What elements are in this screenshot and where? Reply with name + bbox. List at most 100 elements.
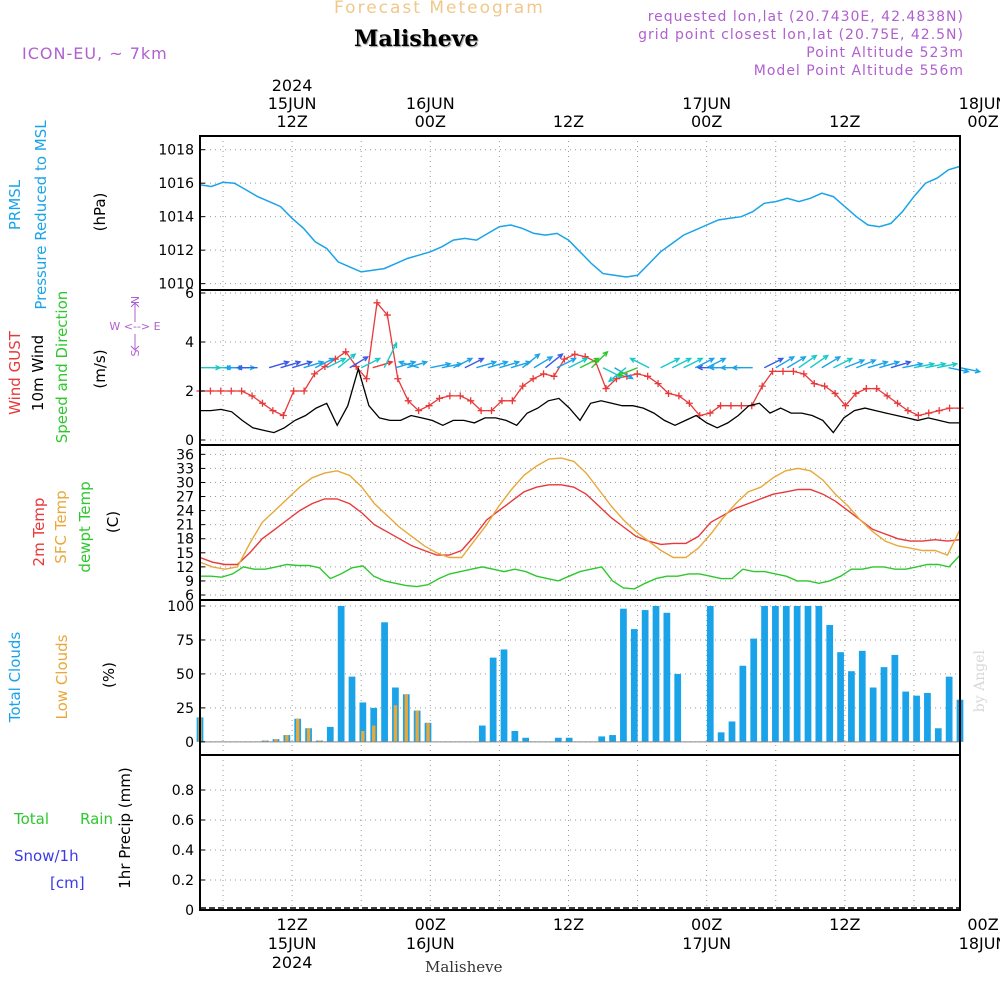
wind-direction-arrowhead — [607, 376, 615, 383]
wind-gust-marker — [852, 389, 860, 397]
time-label-bottom: 2024 — [272, 953, 313, 972]
total-clouds-bar — [630, 629, 638, 742]
precip-label-total: Total — [13, 810, 49, 828]
wind-gust-marker — [633, 370, 641, 378]
wind-direction-arrowhead — [617, 371, 624, 377]
wind-gust-marker — [769, 367, 777, 375]
temp-ytick-label: 12 — [176, 560, 194, 576]
wind-direction-arrow — [683, 357, 703, 369]
wind-gust-marker — [373, 299, 381, 307]
wind-direction-arrowhead — [777, 357, 785, 363]
time-label-bottom: 18JUN — [959, 934, 1000, 953]
temp-line-1 — [199, 457, 961, 570]
time-label-bottom: 16JUN — [406, 934, 455, 953]
total-clouds-bar — [750, 638, 758, 742]
wind-direction-arrow — [533, 356, 553, 369]
wind-direction-arrow — [844, 359, 865, 369]
temp-ytick-label: 9 — [185, 574, 194, 590]
wind-direction-arrow — [326, 357, 346, 369]
precip-label-cm: [cm] — [50, 874, 85, 892]
wind-direction-arrow — [372, 361, 393, 369]
time-label-bottom: 00Z — [415, 915, 446, 934]
wind-gust-marker — [540, 370, 548, 378]
total-clouds-bar — [620, 608, 627, 742]
wind-gust-marker — [560, 355, 568, 363]
wind-gust-marker — [675, 392, 683, 400]
time-label-top: 2024 — [272, 76, 313, 95]
pressure-unit: (hPa) — [91, 193, 109, 232]
wind-direction-arrowhead — [534, 353, 541, 359]
time-label-top: 17JUN — [682, 94, 731, 113]
time-label-top: 15JUN — [268, 94, 317, 113]
wind-direction-arrowhead — [397, 360, 405, 366]
total-clouds-bar — [706, 606, 714, 742]
wind-gust-marker — [779, 367, 787, 375]
low-clouds-bar — [361, 730, 365, 742]
wind-direction-arrow — [618, 367, 638, 376]
wind-direction-arrowhead — [593, 357, 600, 363]
low-clouds-bar — [263, 740, 267, 742]
wind-gust-marker — [342, 348, 350, 356]
wind-gust-marker — [644, 372, 652, 380]
low-clouds-bar — [296, 718, 300, 742]
wind-gust-marker — [571, 350, 579, 358]
wind-direction-arrowhead — [283, 360, 291, 366]
low-clouds-bar — [426, 722, 430, 742]
wind-direction-arrow — [694, 357, 714, 369]
precip-label-rain: Rain — [80, 810, 113, 828]
pressure-ytick-label: 1010 — [158, 277, 194, 293]
compass-we: W <--> E — [109, 320, 160, 333]
total-clouds-bar — [761, 606, 768, 742]
total-clouds-bar — [858, 650, 866, 742]
total-clouds-bar — [739, 665, 747, 742]
wind-direction-arrow — [890, 361, 911, 369]
precip-ytick-label: 0.2 — [172, 873, 194, 889]
low-clouds-bar — [372, 725, 376, 742]
total-clouds-bar — [793, 606, 801, 742]
wind-direction-arrow — [464, 357, 484, 369]
wind-direction-arrowhead — [719, 364, 727, 371]
wind-direction-arrow — [337, 353, 356, 369]
wind-direction-arrow — [268, 361, 289, 369]
total-clouds-bar — [815, 606, 823, 742]
text-layer: 1010101210141016101802466912151821242730… — [6, 76, 1000, 972]
time-label-bottom: 12Z — [276, 915, 307, 934]
wind-gust-marker — [394, 375, 402, 383]
total-clouds-bar — [848, 671, 855, 742]
wind-gust-marker — [727, 402, 735, 410]
wind-direction-arrow — [568, 357, 588, 369]
wind-gust-marker — [279, 412, 287, 419]
wind-direction-arrow — [441, 363, 462, 369]
wind-gust-marker — [290, 387, 298, 395]
total-clouds-bar — [489, 657, 497, 742]
wind-direction-arrowhead — [858, 359, 866, 365]
total-clouds-bar — [782, 606, 790, 742]
wind-unit: (m/s) — [91, 349, 109, 388]
wind-label-gust: Wind GUST — [6, 330, 24, 415]
wind-direction-arrowhead — [466, 357, 474, 363]
total-clouds-bar — [348, 676, 356, 742]
temp-ytick-label: 6 — [185, 588, 194, 604]
total-clouds-bar — [565, 737, 573, 742]
total-clouds-bar — [934, 728, 942, 742]
supertitle: Forecast Meteogram — [334, 0, 545, 18]
wind-direction-arrowhead — [674, 357, 681, 363]
temp-ytick-label: 24 — [176, 504, 194, 520]
wind-direction-arrowhead — [362, 356, 370, 362]
wind-gust-marker — [758, 382, 766, 390]
location-title: Malisheve — [354, 26, 479, 52]
wind-gust-marker — [612, 375, 620, 383]
wind-direction-arrowhead — [421, 360, 429, 366]
wind-direction-arrowhead — [834, 356, 842, 362]
wind-gust-marker — [841, 402, 849, 410]
wind-direction-arrowhead — [306, 360, 314, 366]
wind-gust-marker — [467, 397, 475, 405]
wind-direction-arrowhead — [392, 341, 398, 349]
wind-direction-arrow — [556, 357, 576, 369]
time-label-top: 12Z — [553, 112, 584, 131]
watermark: by Angel — [972, 650, 988, 713]
wind-direction-arrow — [579, 357, 599, 369]
wind-direction-arrow — [671, 357, 691, 369]
clouds-ytick-label: 25 — [176, 701, 194, 717]
